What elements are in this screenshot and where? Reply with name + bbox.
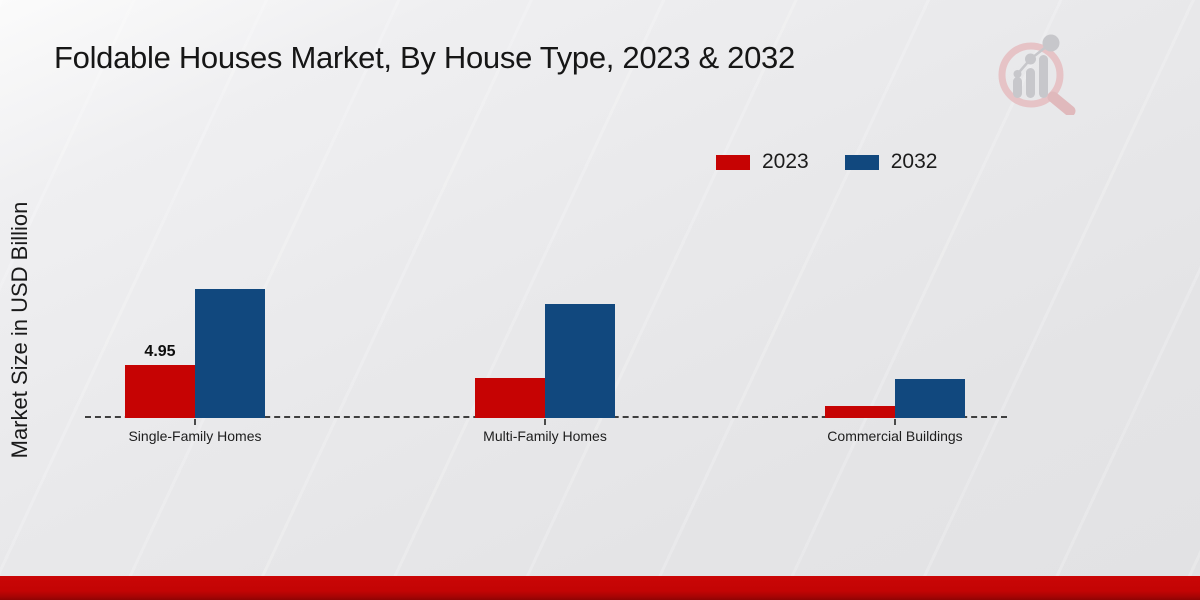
logo-bar-medium [1026,68,1035,98]
category-label-multi-family-homes: Multi-Family Homes [483,428,607,444]
market-research-logo-watermark [998,34,1076,115]
category-label-commercial-buildings: Commercial Buildings [827,428,963,444]
bar-2023-single-family-homes [125,365,195,418]
logo-trend-dot-3 [1042,34,1060,52]
legend-swatch-2023 [716,154,750,170]
x-axis-tick-multi-family-homes [544,419,546,425]
bar-2023-commercial-buildings [825,406,895,418]
magnifier-ring-icon [998,42,1064,108]
bar-value-label-2023-single-family-homes: 4.95 [144,343,176,360]
magnifier-handle-icon [1047,91,1076,115]
legend-swatch-2032 [844,154,879,170]
category-label-single-family-homes: Single-Family Homes [128,428,262,444]
legend-item-2023: 2023 [716,150,809,174]
x-axis-tick-commercial-buildings [894,419,896,425]
legend-label-2023: 2023 [762,150,809,173]
footer-accent-bar [0,576,1200,600]
bar-2023-multi-family-homes [475,378,545,418]
logo-trend-dot-1 [1013,70,1022,78]
logo-bar-large [1039,55,1048,98]
chart-title: Foldable Houses Market, By House Type, 2… [54,40,795,75]
logo-bar-small [1013,77,1022,98]
legend-label-2032: 2032 [890,150,938,173]
bar-2032-single-family-homes [195,289,265,418]
logo-trend-dot-2 [1025,53,1036,65]
legend-item-2032: 2032 [844,150,938,174]
bar-2032-commercial-buildings [895,379,965,418]
chart-legend: 2023 2032 [716,150,937,174]
x-axis-tick-single-family-homes [194,419,196,425]
bar-2032-multi-family-homes [545,304,615,418]
